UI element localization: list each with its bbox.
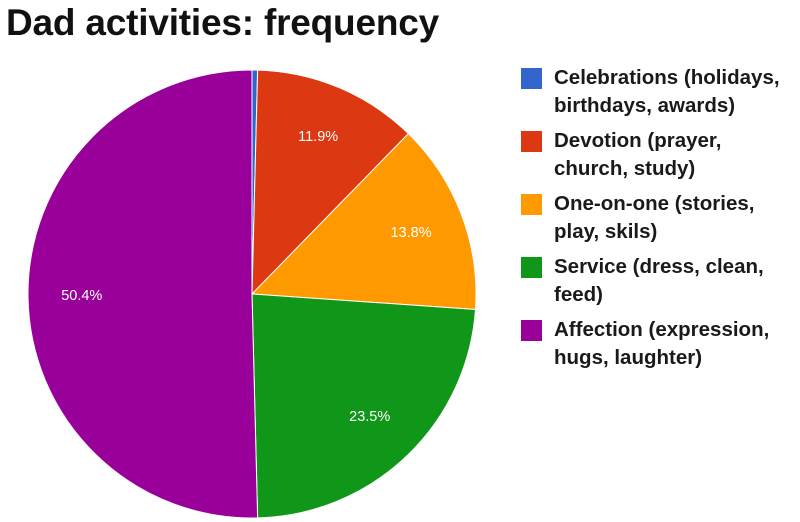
legend-label-service: Service (dress, clean, feed): [554, 255, 764, 306]
legend-swatch-devotion: [521, 131, 542, 152]
slice-label-devotion: 11.9%: [298, 129, 338, 145]
legend-swatch-celebrations: [521, 68, 542, 89]
legend-label-affection: Affection (expression, hugs, laughter): [554, 318, 770, 369]
pie-slice-affection[interactable]: [27, 69, 259, 519]
slice-label-one-on-one: 13.8%: [390, 225, 431, 241]
legend-item-one-on-one[interactable]: One-on-one (stories, play, skils): [521, 190, 791, 253]
pie-slice-devotion[interactable]: [251, 69, 410, 296]
legend-label-one-on-one: One-on-one (stories, play, skils): [554, 192, 755, 243]
legend-item-service[interactable]: Service (dress, clean, feed): [521, 253, 791, 316]
legend-item-celebrations[interactable]: Celebrations (holidays, birthdays, award…: [521, 64, 791, 127]
pie-slice-one-on-one[interactable]: [250, 132, 477, 311]
legend-item-affection[interactable]: Affection (expression, hugs, laughter): [521, 316, 791, 379]
legend-swatch-affection: [521, 320, 542, 341]
legend-swatch-one-on-one: [521, 194, 542, 215]
legend-label-celebrations: Celebrations (holidays, birthdays, award…: [554, 66, 780, 117]
slice-label-service: 23.5%: [349, 409, 390, 425]
legend: Celebrations (holidays, birthdays, award…: [521, 64, 791, 379]
legend-swatch-service: [521, 257, 542, 278]
pie-slice-service[interactable]: [251, 293, 476, 519]
chart-title: Dad activities: frequency: [6, 2, 439, 43]
slice-label-affection: 50.4%: [61, 288, 102, 304]
legend-item-devotion[interactable]: Devotion (prayer, church, study): [521, 127, 791, 190]
pie-chart: 11.9% 13.8% 23.5% 50.4%: [27, 69, 477, 519]
legend-label-devotion: Devotion (prayer, church, study): [554, 129, 722, 180]
